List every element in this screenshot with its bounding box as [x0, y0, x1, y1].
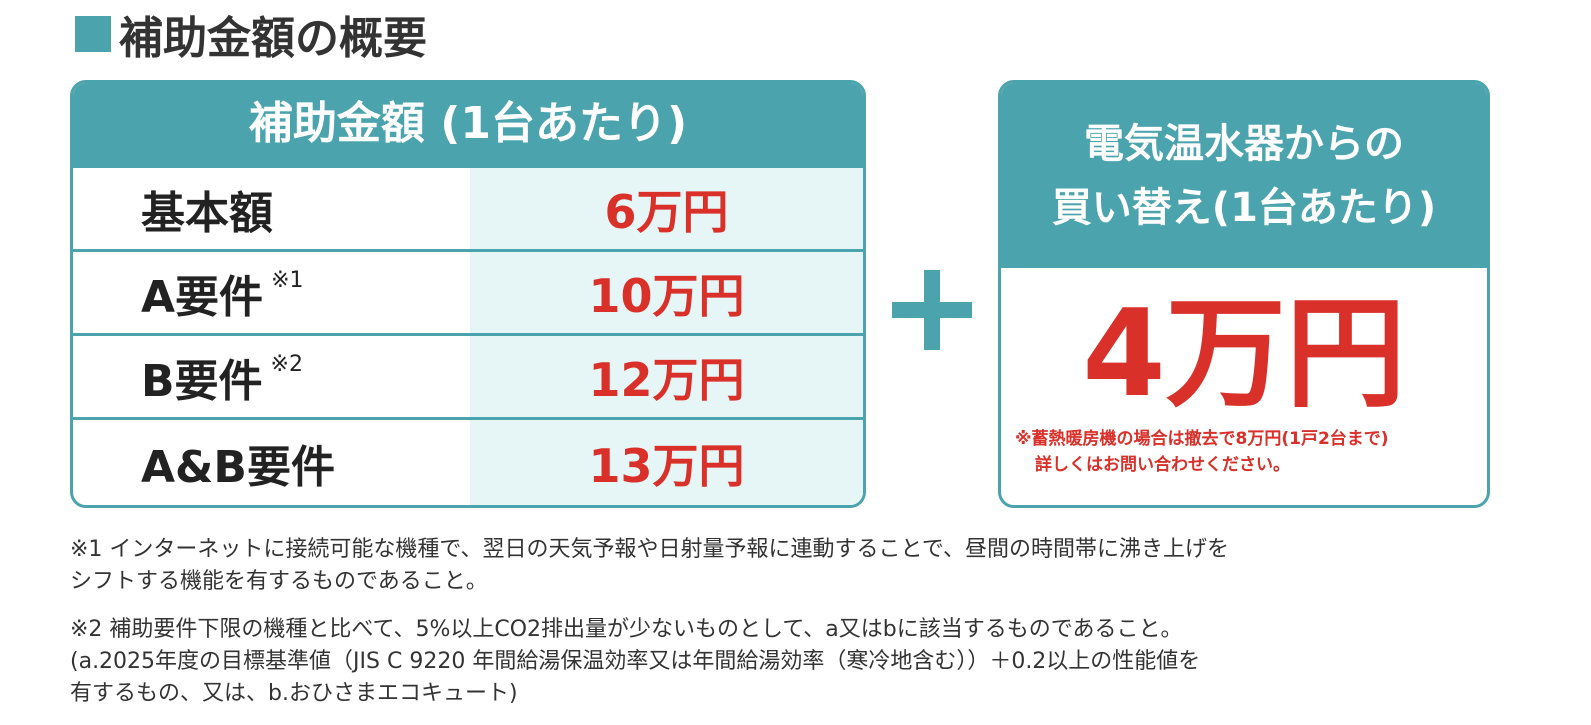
footnote-line: ※2 補助要件下限の機種と比べて、5%以上CO2排出量が少ないものとして、a又は…	[70, 617, 1183, 642]
table-row: B要件 ※2 12万円	[73, 333, 863, 417]
replacement-notes: ※蓄熱暖房機の場合は撤去で8万円(1戸2台まで) 詳しくはお問い合わせください。	[1001, 426, 1487, 478]
subsidy-table: 補助金額 (1台あたり) 基本額 6万円 A要件 ※1 10万円 B要件 ※2 12万円 A&B…	[70, 80, 866, 508]
footnote: ※1 インターネットに接続可能な機種で、翌日の天気予報や日射量予報に連動すること…	[70, 534, 1229, 598]
row-note: ※1	[271, 268, 304, 293]
row-amount: 10万円	[470, 252, 863, 333]
header-line: 買い替え(1台あたり)	[1051, 184, 1437, 231]
row-label: A&B要件	[141, 442, 335, 493]
table-row: A&B要件 13万円	[73, 417, 863, 505]
title-text: 補助金額の概要	[119, 13, 427, 64]
row-label: B要件	[141, 355, 263, 407]
replacement-amount: 4万円	[1082, 285, 1406, 424]
row-label-cell: 基本額	[73, 168, 470, 249]
note-line: 詳しくはお問い合わせください。	[1035, 455, 1290, 475]
replacement-header: 電気温水器からの 買い替え(1台あたり)	[1001, 83, 1487, 268]
footnote-line: ※1 インターネットに接続可能な機種で、翌日の天気予報や日射量予報に連動すること…	[70, 537, 1230, 562]
note-line: ※蓄熱暖房機の場合は撤去で8万円(1戸2台まで)	[1015, 429, 1389, 449]
row-label: 基本額	[141, 187, 273, 239]
row-amount: 13万円	[470, 420, 863, 505]
plus-icon	[892, 270, 972, 350]
row-label-cell: A&B要件	[73, 420, 470, 505]
replacement-box: 電気温水器からの 買い替え(1台あたり) 4万円 ※蓄熱暖房機の場合は撤去で8万…	[998, 80, 1490, 508]
table-row: A要件 ※1 10万円	[73, 249, 863, 333]
table-header: 補助金額 (1台あたり)	[73, 83, 863, 165]
footnote-line: 有するもの、又は、b.おひさまエコキュート)	[70, 681, 518, 706]
row-amount: 12万円	[470, 336, 863, 417]
footnote: ※2 補助要件下限の機種と比べて、5%以上CO2排出量が少ないものとして、a又は…	[70, 614, 1200, 710]
section-title: 補助金額の概要	[75, 2, 427, 66]
row-label-cell: B要件 ※2	[73, 336, 470, 417]
row-label: A要件	[141, 271, 264, 323]
row-note: ※2	[270, 352, 303, 377]
footnote-line: シフトする機能を有するものであること。	[70, 569, 488, 594]
table-row: 基本額 6万円	[73, 165, 863, 249]
title-marker	[75, 16, 111, 52]
row-amount: 6万円	[470, 168, 863, 249]
footnote-line: (a.2025年度の目標基準値（JIS C 9220 年間給湯保温効率又は年間給…	[70, 649, 1201, 674]
row-label-cell: A要件 ※1	[73, 252, 470, 333]
header-line: 電気温水器からの	[1084, 120, 1404, 167]
